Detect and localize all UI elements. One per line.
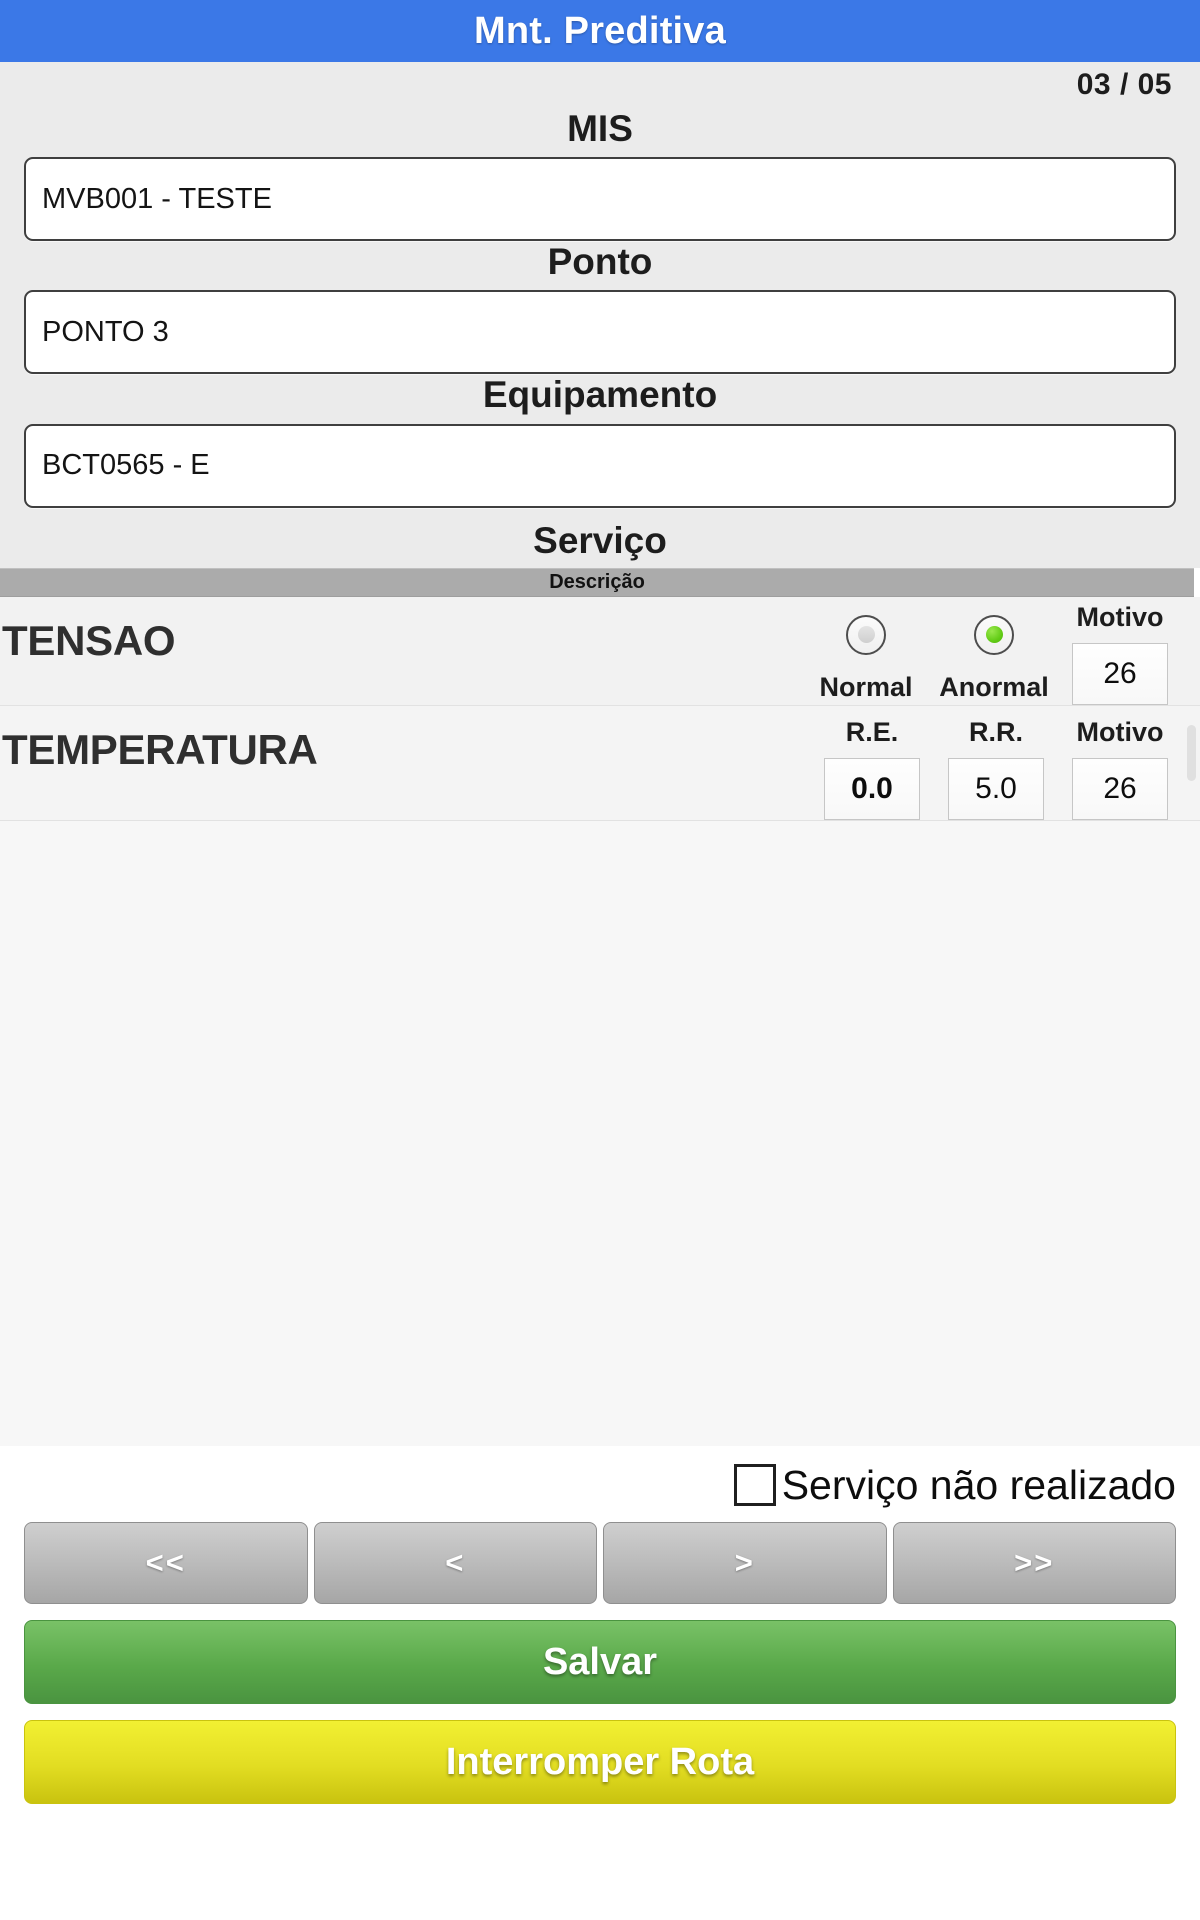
save-button[interactable]: Salvar: [24, 1620, 1176, 1704]
page-counter: 03 / 05: [1076, 68, 1172, 101]
radio-option-normal[interactable]: Normal: [802, 597, 930, 703]
label-ponto: Ponto: [547, 241, 653, 283]
label-servico: Serviço: [533, 519, 667, 561]
input-equipamento[interactable]: BCT0565 - E: [24, 423, 1176, 508]
checkbox-icon[interactable]: [733, 1464, 776, 1506]
radio-dot-on: [985, 626, 1003, 644]
title-bar: Mnt. Preditiva: [0, 0, 1200, 62]
bottom-controls: Serviço não realizado << < > >> Salvar I…: [0, 1446, 1200, 1804]
checkbox-label: Serviço não realizado: [781, 1461, 1176, 1508]
radio-dot-off: [857, 626, 875, 644]
page-counter-row: 03 / 05: [24, 62, 1176, 108]
service-controls: R.E. 0.0 R.R. 5.0 Motivo 26: [810, 706, 1200, 821]
input-ponto-value: PONTO 3: [42, 315, 169, 348]
navigation-buttons: << < > >>: [24, 1522, 1176, 1604]
input-mis-value: MVB001 - TESTE: [42, 182, 272, 215]
table-header-descricao: Descrição: [0, 567, 1194, 597]
input-rr[interactable]: 5.0: [948, 758, 1044, 821]
radio-caption-normal: Normal: [819, 671, 913, 702]
radio-icon[interactable]: [974, 614, 1014, 655]
label-re: R.E.: [845, 717, 899, 748]
motivo-input[interactable]: 26: [1072, 643, 1168, 706]
table-row[interactable]: TEMPERATURA R.E. 0.0 R.R. 5.0 Motivo 26: [0, 706, 1200, 822]
service-list: TENSAO Normal Anormal Motivo 26: [0, 596, 1200, 1446]
nav-prev-button[interactable]: <: [313, 1522, 597, 1604]
input-motivo[interactable]: 26: [1072, 758, 1168, 821]
motivo-field-tensao: Motivo 26: [1058, 597, 1182, 706]
radio-option-anormal[interactable]: Anormal: [930, 597, 1058, 703]
field-motivo: Motivo 26: [1058, 706, 1182, 821]
input-re[interactable]: 0.0: [824, 758, 920, 821]
list-scrollbar[interactable]: [1187, 724, 1196, 781]
service-controls: Normal Anormal Motivo 26: [802, 597, 1200, 706]
motivo-label: Motivo: [1076, 601, 1164, 632]
input-mis[interactable]: MVB001 - TESTE: [24, 157, 1176, 242]
field-re: R.E. 0.0: [810, 706, 934, 821]
bottom-spacer: [0, 1804, 1200, 1920]
interrupt-route-button[interactable]: Interromper Rota: [24, 1720, 1176, 1804]
label-mis: MIS: [567, 108, 633, 149]
nav-last-button[interactable]: >>: [892, 1522, 1176, 1604]
label-equipamento: Equipamento: [482, 374, 718, 416]
label-motivo: Motivo: [1076, 717, 1164, 748]
form-area: 03 / 05 MIS MVB001 - TESTE Ponto PONTO 3…: [0, 62, 1200, 568]
table-header-label: Descrição: [549, 570, 645, 593]
nav-first-button[interactable]: <<: [24, 1522, 308, 1604]
app-title: Mnt. Preditiva: [474, 9, 726, 52]
nav-next-button[interactable]: >: [603, 1522, 887, 1604]
field-rr: R.R. 5.0: [934, 706, 1058, 821]
label-rr: R.R.: [969, 717, 1023, 748]
servico-nao-realizado-row[interactable]: Serviço não realizado: [24, 1446, 1176, 1522]
radio-caption-anormal: Anormal: [939, 671, 1049, 702]
service-name: TENSAO: [2, 616, 176, 664]
radio-icon[interactable]: [846, 614, 886, 655]
table-row[interactable]: TENSAO Normal Anormal Motivo 26: [0, 596, 1200, 707]
input-equipamento-value: BCT0565 - E: [42, 449, 210, 482]
service-name: TEMPERATURA: [2, 726, 318, 774]
input-ponto[interactable]: PONTO 3: [24, 290, 1176, 375]
